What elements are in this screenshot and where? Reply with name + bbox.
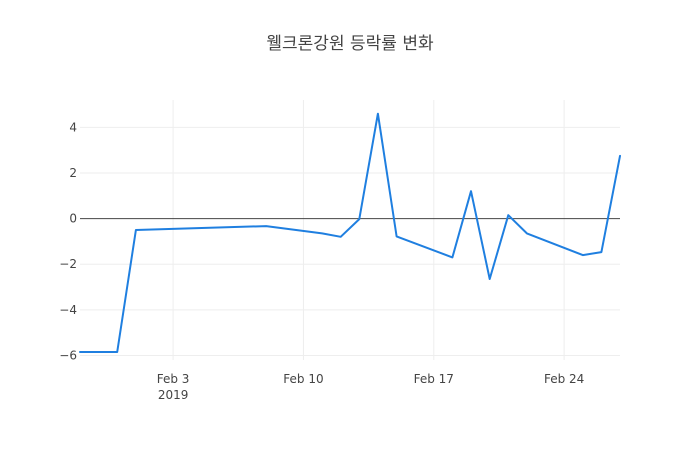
x-tick-label: Feb 10: [283, 372, 323, 386]
data-point: [117, 352, 118, 353]
series-line: [79, 112, 621, 353]
data-point: [359, 219, 360, 220]
x-tick-label: Feb 3: [157, 372, 190, 386]
series-layer: [79, 112, 621, 353]
data-point: [396, 236, 397, 237]
data-point: [508, 215, 509, 216]
data-point: [80, 352, 81, 353]
data-point: [452, 257, 453, 258]
data-point: [322, 233, 323, 234]
y-tick-label: 0: [69, 212, 77, 226]
y-tick-label: −4: [59, 303, 77, 317]
data-point: [526, 233, 527, 234]
data-point: [601, 252, 602, 253]
chart-title: 웰크론강원 등락률 변화: [266, 34, 434, 54]
data-point: [377, 113, 378, 114]
data-point: [340, 236, 341, 237]
data-point: [135, 230, 136, 231]
data-point: [489, 279, 490, 280]
x-tick-sublabel: 2019: [158, 388, 189, 402]
y-tick-label: −2: [59, 257, 77, 271]
data-point: [471, 191, 472, 192]
data-point: [620, 155, 621, 156]
data-point: [582, 255, 583, 256]
y-tick-label: 2: [69, 166, 77, 180]
data-point: [266, 226, 267, 227]
x-tick-label: Feb 17: [414, 372, 454, 386]
y-tick-label: 4: [69, 120, 77, 134]
y-tick-label: −6: [59, 348, 77, 362]
gridlines: [80, 100, 620, 360]
x-tick-label: Feb 24: [544, 372, 584, 386]
axes: Feb 3 2019 Feb 10 Feb 17 Feb 24 4 2 0 −2 −4 −6: [59, 120, 584, 402]
